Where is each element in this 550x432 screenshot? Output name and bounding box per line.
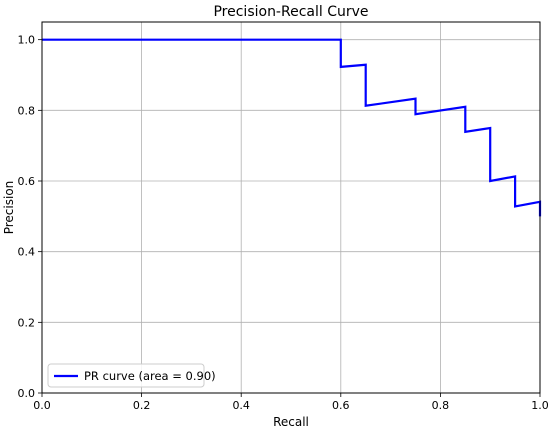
y-tick-label: 0.6 <box>18 175 36 188</box>
ticks: 0.0 0.2 0.4 0.6 0.8 1.0 0.0 0.2 0.4 0.6 0.8 1.0 <box>18 34 549 412</box>
x-tick-label: 0.4 <box>232 399 250 412</box>
y-tick-label: 0.8 <box>18 104 36 117</box>
plot-frame <box>41 21 541 394</box>
x-tick-label: 0.8 <box>432 399 450 412</box>
pr-curve-line <box>42 38 542 217</box>
series-layer <box>42 38 542 217</box>
grid <box>41 22 541 394</box>
y-tick-label: 1.0 <box>18 34 36 47</box>
x-tick-label: 0.6 <box>332 399 350 412</box>
x-tick-label: 0.0 <box>33 399 51 412</box>
legend-box <box>47 363 205 388</box>
y-tick-label: 0.4 <box>18 246 36 259</box>
legend-entry: PR curve (area = 0.90) <box>84 369 216 383</box>
x-tick-label: 1.0 <box>531 399 549 412</box>
legend: PR curve (area = 0.90) <box>47 363 216 388</box>
y-tick-label: 0.0 <box>18 387 36 400</box>
chart-title: Precision-Recall Curve <box>213 4 368 20</box>
y-tick-label: 0.2 <box>18 316 36 329</box>
x-tick-label: 0.2 <box>133 399 151 412</box>
x-axis-label: Recall <box>273 415 309 429</box>
y-axis-label: Precision <box>2 181 16 235</box>
